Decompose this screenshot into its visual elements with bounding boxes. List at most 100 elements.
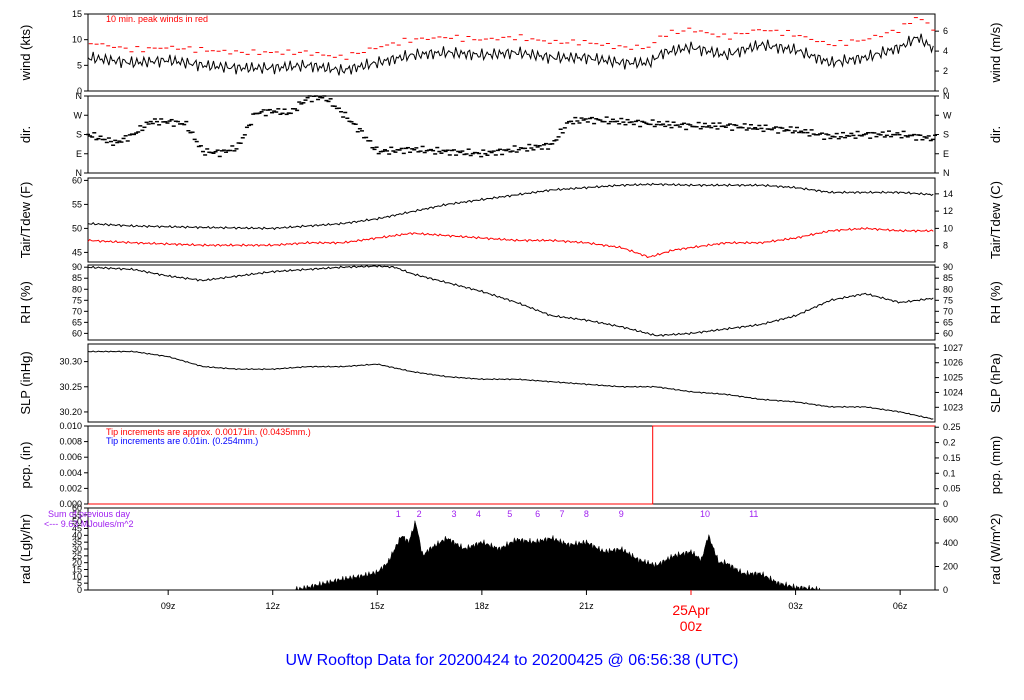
y-axis-label-right: pcp. (mm)	[988, 436, 1003, 495]
y-tick-label: 0.000	[59, 499, 82, 509]
y-axis-label-right: wind (m/s)	[988, 23, 1003, 84]
panel-frame	[87, 95, 936, 174]
y-axis-label-right: dir.	[988, 126, 1003, 143]
hour-label: 2	[417, 509, 422, 519]
y-tick-label-right: 0.25	[943, 422, 961, 432]
x-tick-label: 03z	[788, 601, 803, 611]
panel-pcp: 0.000 0.002 0.004 0.006 0.008 0.010 0 0.05 0.1 0.…	[18, 421, 1003, 509]
y-tick-label: E	[76, 149, 82, 159]
y-tick-label-right: W	[943, 110, 952, 120]
panel-frame	[87, 13, 936, 92]
y-tick-label: 45	[72, 247, 82, 257]
y-tick-label: 0	[77, 86, 82, 96]
y-axis-label: SLP (inHg)	[18, 351, 33, 414]
panel-slp: 30.20 30.25 30.30 1023 1024 1025 1026 1027 SLP (…	[18, 343, 1003, 423]
y-axis-label-right: rad (W/m^2)	[988, 513, 1003, 584]
y-tick-label-right: 1024	[943, 387, 963, 397]
y-tick-label-right: 0.15	[943, 453, 961, 463]
y-tick-label-right: 1027	[943, 343, 963, 353]
y-tick-label-right: 60	[943, 328, 953, 338]
y-tick-label: 70	[72, 306, 82, 316]
y-tick-label: 80	[72, 284, 82, 294]
y-tick-label: 30.30	[59, 357, 82, 367]
y-tick-label: 60	[72, 503, 82, 513]
x-tick-label: 12z	[265, 601, 280, 611]
y-tick-label-right: 200	[943, 561, 958, 571]
chart-title: UW Rooftop Data for 20200424 to 20200425…	[286, 652, 739, 669]
y-tick-label: 50	[72, 517, 82, 527]
panel-frame	[87, 177, 936, 263]
y-tick-label-right: N	[943, 168, 950, 178]
x-tick-label: 18z	[475, 601, 490, 611]
series-line	[87, 182, 934, 231]
y-axis-label: dir.	[18, 126, 33, 143]
y-tick-label: 10	[72, 571, 82, 581]
y-tick-label: 50	[72, 223, 82, 233]
y-tick-label: 30.20	[59, 407, 82, 417]
y-tick-label-right: 0	[943, 585, 948, 595]
y-tick-label-right: 0.2	[943, 438, 956, 448]
hour-label: 1	[396, 509, 401, 519]
y-tick-label: 0.004	[59, 468, 82, 478]
x-tick-label: 09z	[161, 601, 176, 611]
y-tick-label: S	[76, 130, 82, 140]
date-marker-hour: 00z	[680, 618, 703, 634]
y-tick-label: 0.006	[59, 452, 82, 462]
y-tick-label: 55	[72, 199, 82, 209]
y-tick-label-right: 10	[943, 223, 953, 233]
y-tick-label-right: 0.05	[943, 484, 961, 494]
series-line	[87, 33, 934, 76]
y-tick-label: 30.25	[59, 382, 82, 392]
y-tick-label: W	[74, 110, 83, 120]
x-tick-label: 21z	[579, 601, 594, 611]
series-line	[87, 264, 934, 337]
y-tick-label: 5	[77, 60, 82, 70]
y-tick-label: 15	[72, 9, 82, 19]
y-tick-label-right: 80	[943, 284, 953, 294]
date-marker: 25Apr	[672, 602, 710, 618]
y-tick-label: 0	[77, 585, 82, 595]
y-tick-label: 60	[72, 328, 82, 338]
y-tick-label: 90	[72, 262, 82, 272]
y-axis-label-right: RH (%)	[988, 281, 1003, 324]
y-tick-label-right: 1023	[943, 402, 963, 412]
y-tick-label-right: 12	[943, 206, 953, 216]
y-tick-label: 0.010	[59, 421, 82, 431]
y-tick-label: 25	[72, 551, 82, 561]
y-tick-label-right: 600	[943, 514, 958, 524]
y-tick-label-right: 70	[943, 306, 953, 316]
y-tick-label: N	[76, 91, 83, 101]
series-line	[87, 350, 934, 420]
y-tick-label: 0.002	[59, 483, 82, 493]
y-tick-label: 55	[72, 510, 82, 520]
y-axis-label-right: SLP (hPa)	[988, 353, 1003, 413]
y-tick-label-right: 0.1	[943, 468, 956, 478]
rad-note-sum: Sum of previous day	[48, 509, 131, 519]
y-tick-label-right: 1025	[943, 373, 963, 383]
y-tick-label: 15	[72, 565, 82, 575]
y-axis-label: RH (%)	[18, 281, 33, 324]
y-tick-label: 0.008	[59, 437, 82, 447]
y-tick-label-right: E	[943, 149, 949, 159]
hour-label: 4	[476, 509, 481, 519]
hour-label: 10	[700, 509, 710, 519]
rad-note-value: <--- 9.63 MJoules/m^2	[44, 519, 134, 529]
y-tick-label: 85	[72, 273, 82, 283]
x-tick-label: 06z	[893, 601, 908, 611]
y-tick-label: 5	[77, 578, 82, 588]
y-axis-label: rad (Lgly/hr)	[18, 514, 33, 584]
pcp-note-approx: Tip increments are approx. 0.00171in. (0…	[106, 427, 311, 437]
y-tick-label-right: 6	[943, 26, 948, 36]
y-tick-label-right: 14	[943, 189, 953, 199]
y-tick-label-right: 8	[943, 241, 948, 251]
panel-frame	[87, 264, 936, 341]
y-tick-label-right: N	[943, 91, 950, 101]
panel-annotation: 10 min. peak winds in red	[106, 14, 208, 24]
y-tick-label: 75	[72, 295, 82, 305]
y-tick-label-right: 0	[943, 499, 948, 509]
y-tick-label: 30	[72, 544, 82, 554]
x-tick-label: 15z	[370, 601, 385, 611]
y-tick-label: 40	[72, 530, 82, 540]
